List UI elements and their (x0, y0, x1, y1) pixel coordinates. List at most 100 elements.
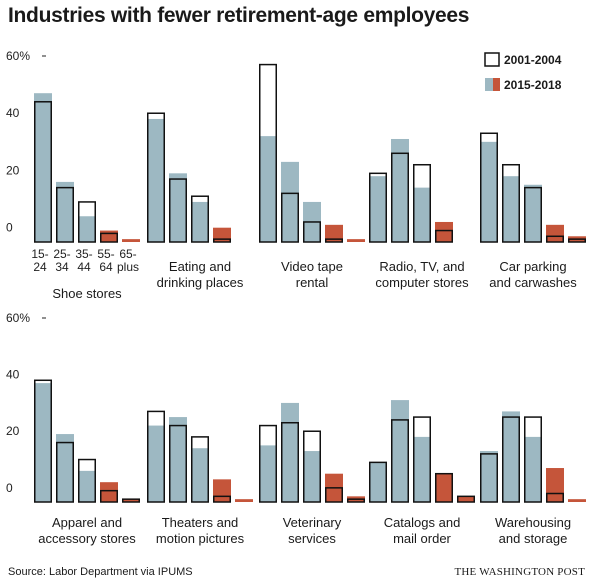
bar-2001-2004-outline (391, 152, 409, 243)
panel-label: Warehousing (495, 515, 571, 530)
bar-2001-2004-outline (78, 458, 96, 503)
age-group-label: 25- (53, 247, 70, 261)
y-tick-label: 40 (6, 106, 20, 120)
age-group-label: 15- (31, 247, 48, 261)
bar-2015-2018 (259, 445, 277, 502)
panel-label: Video tape (281, 259, 343, 274)
legend-swatch-2015-2018-old (493, 78, 500, 91)
bar-2015-2018 (147, 118, 165, 242)
panel-label: and carwashes (489, 275, 577, 290)
bar-2001-2004-outline (34, 379, 52, 503)
bar-2001-2004-outline (325, 487, 343, 503)
bar-2001-2004-outline (169, 424, 187, 503)
bar-2015-2018 (347, 239, 365, 242)
bar-2001-2004-outline (56, 186, 74, 243)
bar-2001-2004-outline (347, 498, 365, 503)
bar-2001-2004-outline (391, 419, 409, 503)
bar-2001-2004-outline (191, 436, 209, 503)
age-group-label: 65- (119, 247, 136, 261)
bar-2001-2004-outline (147, 112, 165, 243)
bar-2001-2004-outline (34, 101, 52, 243)
age-group-label: 24 (33, 260, 47, 274)
bar-2015-2018 (391, 138, 409, 242)
bar-2001-2004-outline (259, 63, 277, 243)
bar-2001-2004-outline (100, 489, 118, 503)
bar-2015-2018 (369, 462, 387, 502)
y-tick-label: 40 (6, 368, 20, 382)
bar-2015-2018 (213, 479, 231, 502)
bar-2015-2018 (34, 93, 52, 242)
bar-2015-2018 (281, 161, 299, 242)
bar-2001-2004-outline (546, 235, 564, 243)
panel-label: computer stores (375, 275, 469, 290)
age-group-label: 34 (55, 260, 69, 274)
bar-2001-2004-outline (457, 495, 475, 503)
panel-label: services (288, 531, 336, 546)
bar-2001-2004-outline (213, 495, 231, 503)
bar-2015-2018 (413, 436, 431, 502)
age-group-label: 55- (97, 247, 114, 261)
y-tick-label: 20 (6, 424, 20, 438)
bar-2015-2018 (147, 425, 165, 502)
legend-label: 2015-2018 (504, 78, 562, 92)
bar-2001-2004-outline (413, 416, 431, 503)
bar-2001-2004-outline (213, 238, 231, 243)
bar-2015-2018 (281, 402, 299, 502)
panel-label: Apparel and (52, 515, 122, 530)
y-tick-label: 60% (6, 311, 30, 325)
panel-label: motion pictures (156, 531, 245, 546)
bar-2001-2004-outline (281, 192, 299, 243)
legend-label: 2001-2004 (504, 53, 562, 67)
panel-label: Eating and (169, 259, 231, 274)
bar-2001-2004-outline (303, 430, 321, 503)
bar-2001-2004-outline (169, 178, 187, 243)
bar-2001-2004-outline (524, 186, 542, 243)
bar-2015-2018 (303, 451, 321, 502)
bar-2001-2004-outline (78, 201, 96, 243)
bar-2015-2018 (546, 224, 564, 242)
bar-2001-2004-outline (147, 410, 165, 503)
bar-2001-2004-outline (480, 132, 498, 243)
bar-2001-2004-outline (502, 416, 520, 503)
age-group-label: 35- (75, 247, 92, 261)
bar-2001-2004-outline (369, 172, 387, 243)
panel-label: drinking places (157, 275, 244, 290)
panel-label: Veterinary (283, 515, 342, 530)
panel-label: and storage (499, 531, 568, 546)
bar-2015-2018 (502, 176, 520, 242)
bar-2001-2004-outline (325, 238, 343, 243)
bar-2015-2018 (259, 136, 277, 242)
bar-2015-2018 (546, 468, 564, 502)
panel-label: Radio, TV, and (379, 259, 464, 274)
bar-2015-2018 (524, 436, 542, 502)
bar-2015-2018 (100, 230, 118, 242)
bar-2015-2018 (568, 499, 586, 502)
panel-label: mail order (393, 531, 451, 546)
panel-label: Catalogs and (384, 515, 461, 530)
bar-2015-2018 (480, 141, 498, 242)
legend-swatch-2001-2004 (484, 52, 500, 67)
panel-label: Shoe stores (52, 286, 122, 301)
bar-2015-2018 (369, 176, 387, 242)
bar-2001-2004-outline (546, 492, 564, 503)
bar-2001-2004-outline (100, 232, 118, 243)
age-group-label: 44 (77, 260, 91, 274)
bar-2015-2018 (169, 417, 187, 502)
y-tick-label: 20 (6, 163, 20, 177)
bar-2015-2018 (100, 482, 118, 502)
bar-2001-2004-outline (191, 195, 209, 243)
bar-2015-2018 (34, 383, 52, 502)
bar-2015-2018 (56, 181, 74, 242)
source-note: Source: Labor Department via IPUMS (8, 566, 193, 578)
bar-2001-2004-outline (502, 163, 520, 243)
bar-2015-2018 (391, 400, 409, 502)
bar-2015-2018 (457, 496, 475, 502)
bar-2015-2018 (191, 448, 209, 502)
bar-2001-2004-outline (435, 472, 453, 503)
bar-2001-2004-outline (413, 163, 431, 243)
y-tick-label: 0 (6, 481, 13, 495)
y-tick-label: 0 (6, 221, 13, 235)
bar-2001-2004-outline (281, 421, 299, 503)
bar-2015-2018 (235, 499, 253, 502)
